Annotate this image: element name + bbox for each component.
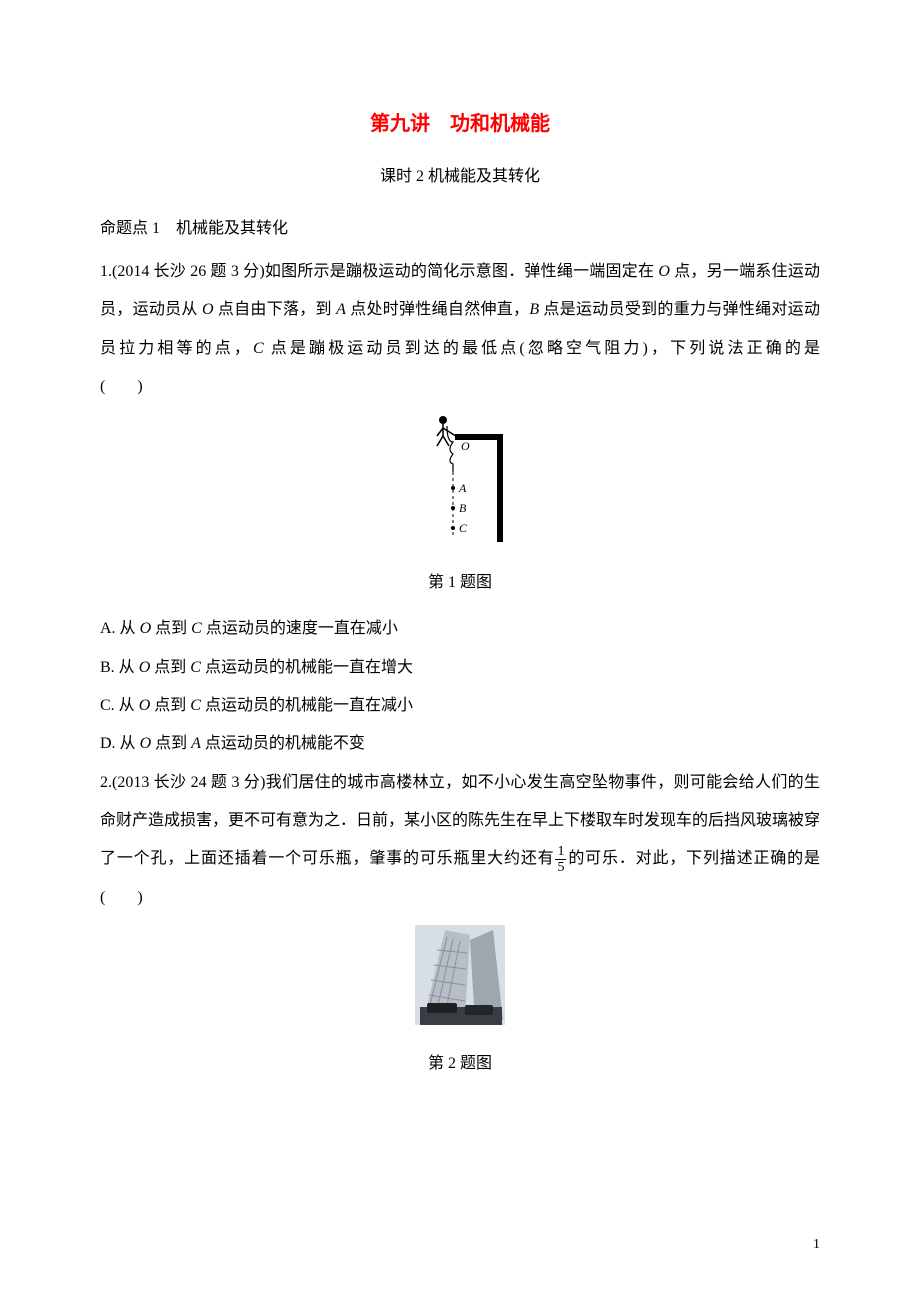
q1-var-C: C (253, 340, 264, 357)
bungee-diagram: O A B C (415, 414, 505, 544)
q1-var-A: A (336, 301, 346, 318)
q1-var-B: B (529, 301, 539, 318)
fig1-label-A: A (458, 481, 467, 495)
fig1-label-C: C (459, 521, 468, 535)
q1-var-O-1: O (658, 263, 670, 280)
question-1-text: 1.(2014 长沙 26 题 3 分)如图所示是蹦极运动的简化示意图．弹性绳一… (100, 253, 820, 407)
page-number: 1 (813, 1228, 820, 1262)
q1-option-B: B. 从 O 点到 C 点运动员的机械能一直在增大 (100, 649, 820, 687)
fig1-label-B: B (459, 501, 467, 515)
figure-2-caption: 第 2 题图 (100, 1045, 820, 1083)
q1-text-1: 1.(2014 长沙 26 题 3 分)如图所示是蹦极运动的简化示意图．弹性绳一… (100, 263, 658, 280)
page-title: 第九讲 功和机械能 (100, 100, 820, 148)
building-photo-placeholder (415, 925, 505, 1025)
q1-var-O-2: O (202, 301, 214, 318)
fig1-label-O: O (461, 439, 470, 453)
topic-heading-1: 命题点 1 机械能及其转化 (100, 210, 820, 248)
q2-fraction: 15 (555, 844, 566, 876)
figure-1: O A B C (100, 414, 820, 559)
q1-text-4: 点处时弹性绳自然伸直， (346, 301, 529, 318)
q1-option-A: A. 从 O 点到 C 点运动员的速度一直在减小 (100, 610, 820, 648)
q1-text-3: 点自由下落，到 (214, 301, 337, 318)
q1-option-C: C. 从 O 点到 C 点运动员的机械能一直在减小 (100, 687, 820, 725)
figure-2 (100, 925, 820, 1040)
q1-option-D: D. 从 O 点到 A 点运动员的机械能不变 (100, 725, 820, 763)
figure-1-caption: 第 1 题图 (100, 564, 820, 602)
subtitle: 课时 2 机械能及其转化 (100, 158, 820, 196)
question-2-text: 2.(2013 长沙 24 题 3 分)我们居住的城市高楼林立，如不小心发生高空… (100, 764, 820, 918)
